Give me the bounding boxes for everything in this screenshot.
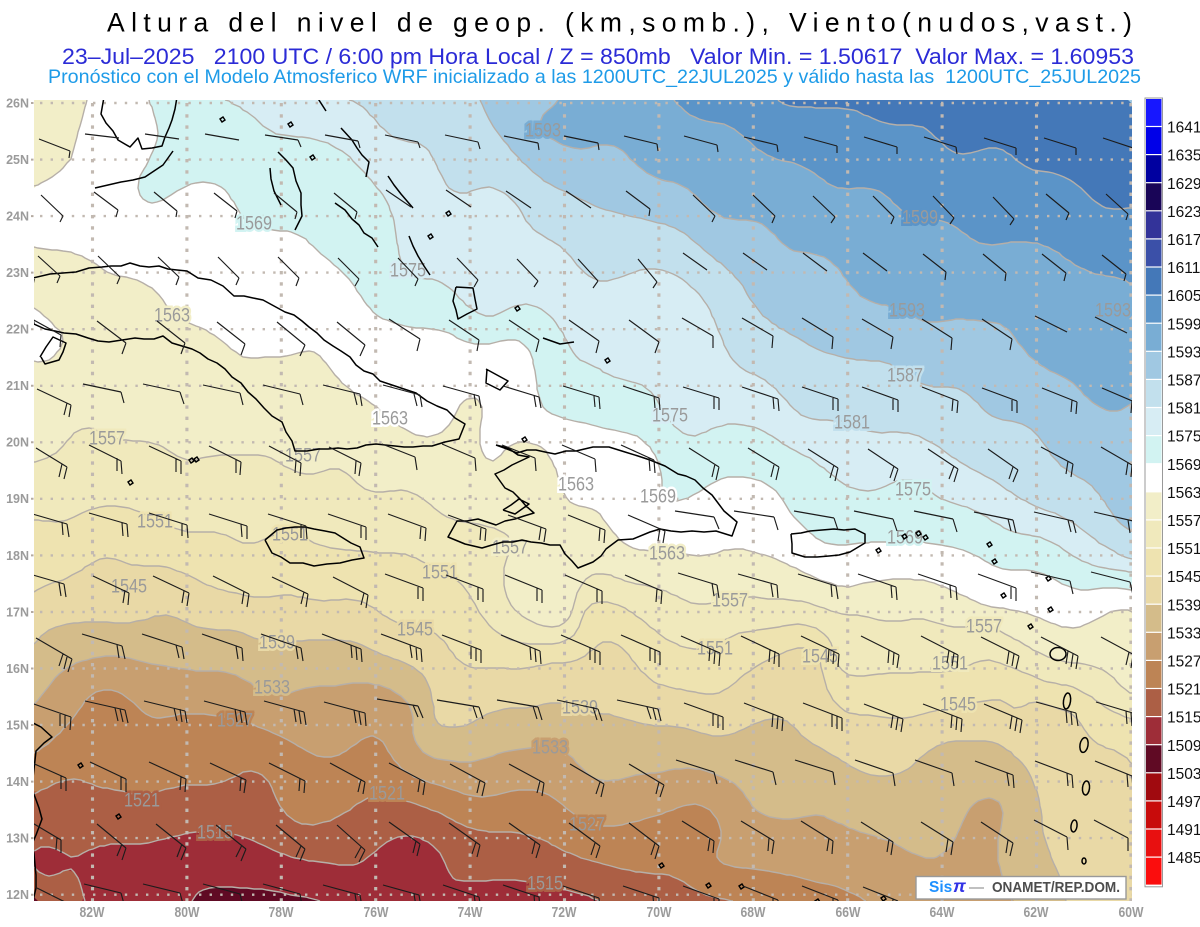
svg-text:17N: 17N bbox=[6, 605, 29, 619]
svg-text:1551: 1551 bbox=[137, 512, 173, 533]
svg-text:1521: 1521 bbox=[1167, 682, 1200, 699]
svg-text:1527: 1527 bbox=[1167, 654, 1200, 671]
svg-text:25N: 25N bbox=[6, 153, 29, 167]
svg-text:1551: 1551 bbox=[422, 563, 458, 584]
svg-text:1599: 1599 bbox=[902, 208, 938, 229]
svg-text:1635: 1635 bbox=[1167, 148, 1200, 165]
svg-text:1545: 1545 bbox=[397, 620, 433, 641]
svg-text:12N: 12N bbox=[6, 888, 29, 902]
svg-text:1569: 1569 bbox=[1167, 457, 1200, 474]
svg-text:1569: 1569 bbox=[640, 487, 676, 508]
svg-text:1515: 1515 bbox=[527, 874, 563, 895]
svg-text:1551: 1551 bbox=[932, 654, 968, 675]
svg-text:26N: 26N bbox=[6, 96, 29, 110]
svg-text:66W: 66W bbox=[836, 904, 862, 921]
svg-text:1605: 1605 bbox=[1167, 288, 1200, 305]
svg-text:Pronóstico con el Modelo Atmos: Pronóstico con el Modelo Atmosferico WRF… bbox=[48, 66, 1141, 88]
svg-text:60W: 60W bbox=[1119, 904, 1145, 921]
svg-text:1527: 1527 bbox=[569, 815, 605, 836]
svg-text:1503: 1503 bbox=[1167, 766, 1200, 783]
svg-text:—: — bbox=[969, 879, 984, 896]
svg-text:1545: 1545 bbox=[940, 695, 976, 716]
svg-text:78W: 78W bbox=[269, 904, 295, 921]
svg-text:80W: 80W bbox=[175, 904, 201, 921]
svg-text:1587: 1587 bbox=[887, 366, 923, 387]
svg-text:1623: 1623 bbox=[1167, 204, 1200, 221]
svg-text:1521: 1521 bbox=[369, 784, 405, 805]
svg-text:1575: 1575 bbox=[895, 480, 931, 501]
svg-text:18N: 18N bbox=[6, 549, 29, 563]
svg-text:14N: 14N bbox=[6, 775, 29, 789]
svg-text:1581: 1581 bbox=[1167, 401, 1200, 418]
svg-text:1641: 1641 bbox=[1167, 120, 1200, 137]
svg-text:1515: 1515 bbox=[197, 823, 233, 844]
svg-text:1527: 1527 bbox=[217, 711, 253, 732]
svg-text:23N: 23N bbox=[6, 266, 29, 280]
svg-text:22N: 22N bbox=[6, 323, 29, 337]
svg-text:1533: 1533 bbox=[532, 738, 568, 759]
svg-text:ONAMET/REP.DOM.: ONAMET/REP.DOM. bbox=[992, 879, 1120, 896]
svg-text:1629: 1629 bbox=[1167, 176, 1200, 193]
svg-text:1593: 1593 bbox=[889, 301, 925, 322]
svg-text:Sis: Sis bbox=[929, 879, 952, 896]
svg-text:1497: 1497 bbox=[1167, 794, 1200, 811]
svg-text:1563: 1563 bbox=[649, 544, 685, 565]
svg-text:1593: 1593 bbox=[1167, 344, 1200, 361]
svg-text:1563: 1563 bbox=[1167, 485, 1200, 502]
svg-text:19N: 19N bbox=[6, 492, 29, 506]
svg-text:π: π bbox=[953, 876, 966, 896]
svg-text:74W: 74W bbox=[458, 904, 484, 921]
svg-text:70W: 70W bbox=[647, 904, 673, 921]
svg-text:24N: 24N bbox=[6, 210, 29, 224]
svg-text:20N: 20N bbox=[6, 436, 29, 450]
svg-text:1551: 1551 bbox=[1167, 541, 1200, 558]
svg-text:1515: 1515 bbox=[1167, 710, 1200, 727]
svg-text:1593: 1593 bbox=[1095, 301, 1131, 322]
svg-text:1593: 1593 bbox=[525, 121, 561, 142]
svg-text:1575: 1575 bbox=[652, 406, 688, 427]
svg-text:1599: 1599 bbox=[1167, 316, 1200, 333]
svg-text:1485: 1485 bbox=[1167, 850, 1200, 867]
svg-text:1581: 1581 bbox=[834, 413, 870, 434]
svg-text:1557: 1557 bbox=[285, 446, 321, 467]
svg-text:64W: 64W bbox=[930, 904, 956, 921]
svg-text:1539: 1539 bbox=[1167, 597, 1200, 614]
svg-text:1545: 1545 bbox=[802, 647, 838, 668]
svg-text:1569: 1569 bbox=[236, 214, 272, 235]
svg-text:1545: 1545 bbox=[1167, 569, 1200, 586]
svg-text:1563: 1563 bbox=[558, 475, 594, 496]
svg-text:1617: 1617 bbox=[1167, 232, 1200, 249]
svg-text:21N: 21N bbox=[6, 379, 29, 393]
svg-text:76W: 76W bbox=[364, 904, 390, 921]
svg-text:82W: 82W bbox=[80, 904, 106, 921]
svg-text:1563: 1563 bbox=[154, 306, 190, 327]
svg-text:1509: 1509 bbox=[1167, 738, 1200, 755]
svg-text:1533: 1533 bbox=[1167, 625, 1200, 642]
svg-text:1587: 1587 bbox=[1167, 373, 1200, 390]
svg-text:1557: 1557 bbox=[1167, 513, 1200, 530]
svg-text:23–Jul–2025 2100 UTC / 6:00: 23–Jul–2025 2100 UTC / 6:00 pm Hora Loca… bbox=[62, 44, 1134, 69]
svg-text:1563: 1563 bbox=[372, 409, 408, 430]
svg-text:1611: 1611 bbox=[1167, 260, 1200, 277]
svg-text:1557: 1557 bbox=[712, 591, 748, 612]
svg-text:62W: 62W bbox=[1024, 904, 1050, 921]
svg-text:1575: 1575 bbox=[390, 261, 426, 282]
svg-text:1491: 1491 bbox=[1167, 822, 1200, 839]
svg-text:1533: 1533 bbox=[254, 678, 290, 699]
svg-text:1557: 1557 bbox=[89, 429, 125, 450]
svg-text:1575: 1575 bbox=[1167, 429, 1200, 446]
svg-text:1521: 1521 bbox=[124, 791, 160, 812]
svg-text:1557: 1557 bbox=[966, 617, 1002, 638]
svg-text:15N: 15N bbox=[6, 718, 29, 732]
svg-text:16N: 16N bbox=[6, 662, 29, 676]
svg-text:72W: 72W bbox=[552, 904, 578, 921]
svg-text:68W: 68W bbox=[741, 904, 767, 921]
svg-text:13N: 13N bbox=[6, 832, 29, 846]
